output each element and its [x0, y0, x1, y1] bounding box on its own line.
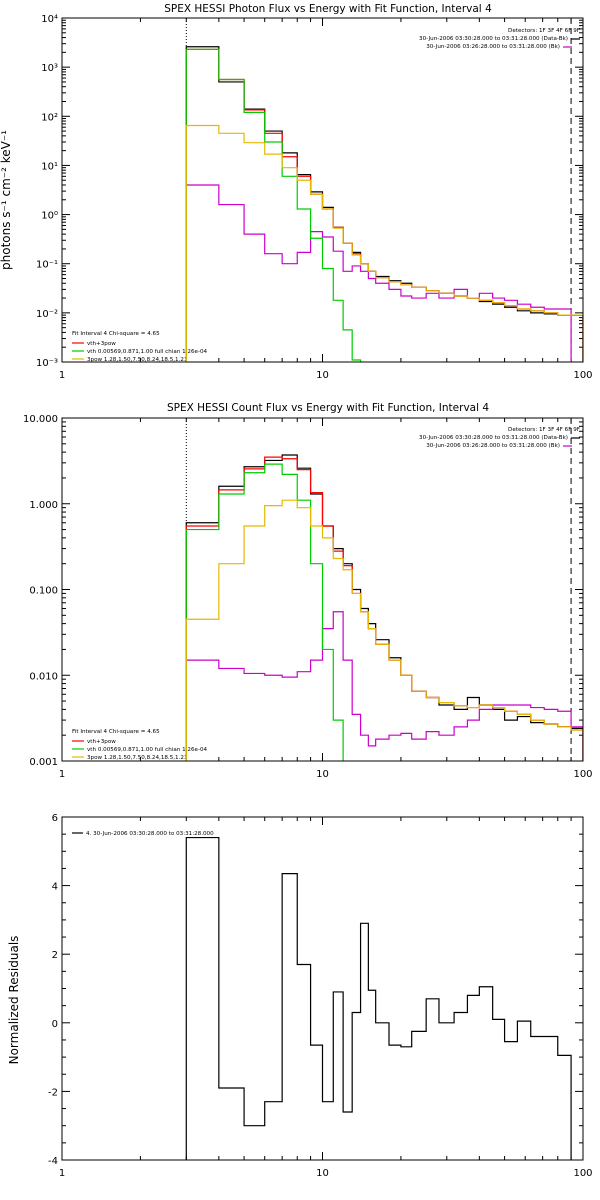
series-bk: [185, 611, 583, 761]
series-data-bk: [185, 454, 583, 761]
series-data-bk: [185, 46, 583, 362]
y-tick-label: 10²: [41, 112, 58, 123]
count-data-interval-text: 30-Jun-2006 03:30:28.000 to 03:31:28.000…: [419, 435, 568, 441]
count-legend-label-vth: vth 0.00569,0.871,1.00 full chian 1.26e-…: [87, 747, 208, 753]
y-tick-label: 1.000: [29, 500, 58, 511]
x-tick-label: 10: [316, 769, 329, 780]
residuals-legend-label: 4. 30-Jun-2006 03:30:28.000 to 03:31:28.…: [86, 831, 214, 837]
count-detectors-text: Detectors: 1F 3F 4F 6F 9F: [508, 427, 580, 433]
y-tick-label: 2: [52, 950, 58, 961]
count-bk-interval-text: 30-Jun-2006 03:26:28.000 to 03:31:28.000…: [426, 443, 560, 449]
count-fit-info: Fit Interval 4 Chi-square = 4.65: [72, 729, 160, 735]
series-3pow: [185, 124, 583, 362]
y-tick-label: -4: [48, 1156, 58, 1167]
y-tick-label: 10³: [41, 63, 58, 74]
y-tick-label: 10⁴: [41, 14, 58, 25]
y-tick-label: 6: [52, 813, 58, 824]
photon-flux-ylabel: photons s⁻¹ cm⁻² keV⁻¹: [0, 130, 13, 270]
y-tick-label: 0.001: [29, 757, 58, 768]
series-vth: [185, 48, 583, 362]
y-tick-label: 0.010: [29, 671, 58, 682]
x-tick-label: 100: [573, 370, 592, 381]
x-tick-label: 100: [573, 1168, 592, 1179]
series-3pow: [185, 499, 583, 761]
y-tick-label: 10.000: [23, 414, 58, 425]
y-tick-label: 10⁻²: [36, 309, 58, 320]
x-tick-label: 1: [59, 769, 65, 780]
photon-flux-panel: SPEX HESSI Photon Flux vs Energy with Fi…: [0, 3, 593, 381]
photon-data-interval-text: 30-Jun-2006 03:30:28.000 to 03:31:28.000…: [419, 36, 568, 42]
count-flux-panel: SPEX HESSI Count Flux vs Energy with Fit…: [23, 402, 593, 780]
photon-bk-interval-text: 30-Jun-2006 03:26:28.000 to 03:31:28.000…: [426, 44, 560, 50]
series-vth: [185, 463, 583, 761]
series-vth-3pow: [185, 48, 583, 362]
count-legend-label-3pow: 3pow 1.28,1.50,7.50,8.24,18.5,1.23: [87, 755, 188, 761]
series-vth-3pow: [185, 456, 583, 761]
y-tick-label: 0.100: [29, 586, 58, 597]
x-tick-label: 100: [573, 769, 592, 780]
residuals-panel: Normalized Residuals 4. 30-Jun-2006 03:3…: [7, 813, 593, 1179]
photon-legend-label-vth: vth 0.00569,0.871,1.00 full chian 1.26e-…: [87, 349, 208, 355]
count-legend-label-vth3pow: vth+3pow: [87, 739, 116, 745]
x-tick-label: 10: [316, 370, 329, 381]
series-bk: [185, 184, 583, 362]
photon-detectors-text: Detectors: 1F 3F 4F 6F 9F: [508, 28, 580, 34]
y-tick-label: -2: [48, 1087, 58, 1098]
plot-frame: [61, 816, 584, 1161]
count-flux-title: SPEX HESSI Count Flux vs Energy with Fit…: [167, 402, 489, 414]
photon-legend-label-3pow: 3pow 1.28,1.50,7.50,8.24,18.5,1.23: [87, 357, 188, 363]
y-tick-label: 0: [52, 1019, 58, 1030]
residuals-ylabel: Normalized Residuals: [7, 936, 21, 1065]
photon-fit-info: Fit Interval 4 Chi-square = 4.65: [72, 331, 160, 337]
plot-frame: [61, 417, 584, 762]
photon-flux-title: SPEX HESSI Photon Flux vs Energy with Fi…: [164, 3, 492, 15]
y-tick-label: 4: [52, 882, 58, 893]
y-tick-label: 10⁻³: [36, 358, 58, 369]
y-tick-label: 10⁻¹: [36, 260, 58, 271]
x-tick-label: 1: [59, 1168, 65, 1179]
y-tick-label: 10¹: [41, 161, 58, 172]
x-tick-label: 1: [59, 370, 65, 381]
x-tick-label: 10: [316, 1168, 329, 1179]
y-tick-label: 10⁰: [41, 211, 58, 222]
plot-frame: [61, 17, 584, 363]
photon-legend-label-vth3pow: vth+3pow: [87, 341, 116, 347]
series-residuals: [185, 836, 572, 1160]
